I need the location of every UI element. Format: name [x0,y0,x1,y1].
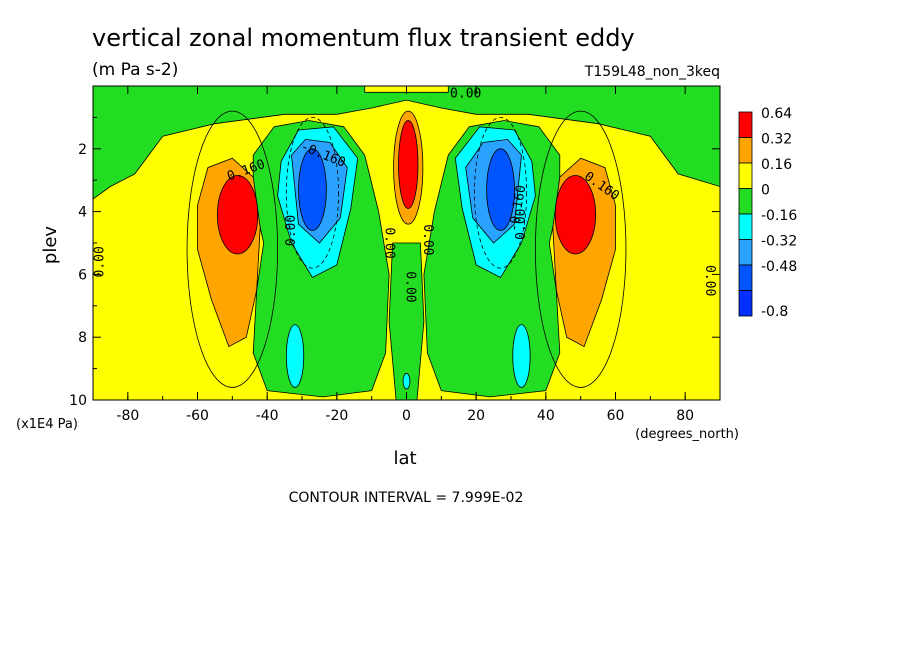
region-cyan-lower-north [512,324,531,388]
contour-interval-note: CONTOUR INTERVAL = 7.999E-02 [289,490,524,506]
contour-label: 0.00 [284,215,299,246]
chart-title: vertical zonal momentum flux transient e… [92,24,635,52]
contour-label: 0.00 [420,224,435,255]
region-upper-green [93,86,720,200]
region-red-south [216,175,259,255]
x-tick-label: 20 [467,408,485,424]
y-tick-label: 6 [78,267,87,283]
y-tick-label: 8 [78,330,87,346]
colorbar-swatch [738,137,753,164]
colorbar-label: 0 [761,183,770,199]
colorbar-swatch [738,111,753,138]
region-blue-south [298,148,327,231]
colorbar-label: -0.32 [761,234,797,250]
colorbar: 0.64 0.32 0.16 0 -0.16 -0.32 -0.48 -0.8 [738,106,797,320]
y-axis-label: plev [40,226,61,265]
x-tick-label: -20 [325,408,348,424]
x-tick-label: -40 [256,408,279,424]
colorbar-swatch [738,264,753,291]
x-tick-label: -60 [186,408,209,424]
contour-line-north [534,110,627,388]
contour-dashed-north [474,116,528,269]
region-red-north [554,175,597,255]
x-tick-label: 60 [607,408,625,424]
colorbar-label: -0.8 [761,304,788,320]
region-green-equator [388,242,425,400]
contour-label: 0.00 [450,86,481,101]
x-tick-label: 0 [402,408,411,424]
contour-label: 0.00 [402,271,417,302]
contour-line-south [186,110,279,388]
region-red-equator [398,120,419,209]
x-axis: -80 -60 -40 -20 0 20 40 60 80 [92,86,721,424]
region-cyan-equator [402,372,411,390]
y-axis: 2 4 6 8 10 [69,116,720,409]
contour-field [93,86,720,400]
y-tick-label: 10 [69,393,87,409]
colorbar-swatch [738,188,753,215]
colorbar-swatch [738,239,753,266]
run-id: T159L48_non_3keq [584,64,720,80]
contour-label: 0.00 [702,265,717,296]
colorbar-label: 0.32 [761,132,792,148]
y-tick-label: 4 [78,205,87,221]
colorbar-swatch [738,213,753,240]
contour-dashed-south [285,116,339,269]
colorbar-swatch [738,290,753,317]
y-tick-label: 2 [78,142,87,158]
colorbar-label: -0.48 [761,259,797,275]
contour-label: 0.00 [514,209,529,240]
x-tick-label: 40 [537,408,555,424]
colorbar-swatch [738,162,753,189]
region-cyan-lower-south [285,324,305,388]
contour-label: 0.00 [92,246,107,277]
colorbar-label: 0.16 [761,157,792,173]
colorbar-label: 0.64 [761,106,792,122]
x-tick-label: -80 [116,408,139,424]
chart-units: (m Pa s-2) [92,60,178,80]
x-axis-units: (degrees_north) [635,427,739,442]
region-blue-north [486,148,515,231]
y-axis-units: (x1E4 Pa) [16,417,78,432]
contour-label: 0.00 [382,227,397,258]
x-axis-label: lat [393,448,416,469]
x-tick-label: 80 [676,408,694,424]
colorbar-label: -0.16 [761,208,797,224]
